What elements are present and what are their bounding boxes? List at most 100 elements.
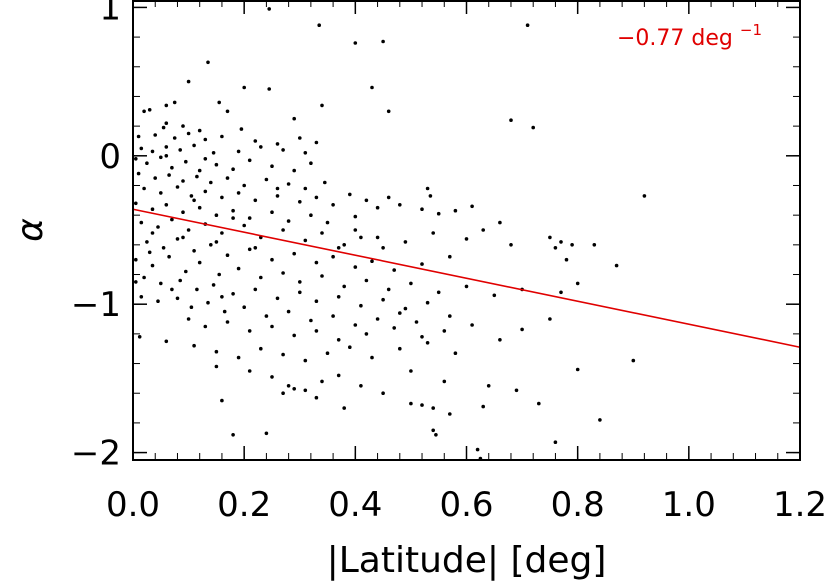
data-point <box>453 351 458 356</box>
data-point <box>172 100 177 105</box>
data-point <box>492 293 497 298</box>
data-point <box>225 253 230 257</box>
data-point <box>481 404 486 409</box>
data-point <box>153 133 157 137</box>
data-point <box>325 351 330 356</box>
data-point <box>314 195 319 200</box>
data-point <box>156 225 160 229</box>
data-point <box>231 216 235 220</box>
data-point <box>314 260 319 265</box>
data-point <box>150 263 155 268</box>
data-point <box>342 406 347 410</box>
data-point <box>364 278 369 283</box>
data-point <box>431 406 436 410</box>
data-point <box>425 186 430 191</box>
data-point <box>631 358 636 363</box>
data-point <box>192 249 196 253</box>
data-point <box>139 146 144 151</box>
data-point <box>525 23 530 28</box>
data-point <box>442 329 447 333</box>
data-point <box>353 214 358 219</box>
data-point <box>470 204 474 209</box>
data-point <box>247 329 252 333</box>
data-point <box>203 324 208 329</box>
data-point <box>431 428 436 433</box>
data-point <box>420 335 424 339</box>
data-point <box>209 180 213 185</box>
data-point <box>147 108 152 112</box>
data-point <box>431 231 436 235</box>
data-point <box>197 168 202 173</box>
data-point <box>225 109 230 114</box>
data-point <box>425 341 430 345</box>
data-point <box>470 323 474 327</box>
data-point <box>259 346 263 351</box>
data-point <box>342 243 347 247</box>
data-point <box>181 235 185 240</box>
data-point <box>225 320 230 324</box>
data-point <box>134 157 138 161</box>
data-point <box>481 228 486 232</box>
data-point <box>309 213 313 217</box>
data-point <box>275 194 280 198</box>
data-point <box>642 194 647 198</box>
data-point <box>359 303 363 308</box>
data-point <box>428 194 433 198</box>
data-point <box>314 299 319 304</box>
data-point <box>336 246 341 250</box>
data-point <box>242 85 246 90</box>
data-point <box>298 200 302 204</box>
data-point <box>353 41 358 45</box>
data-point <box>553 246 558 250</box>
data-point <box>253 246 258 250</box>
data-point <box>381 246 385 250</box>
data-point <box>206 300 210 305</box>
data-point <box>164 203 169 207</box>
data-point <box>475 447 480 452</box>
data-point <box>150 231 155 235</box>
data-point <box>164 154 169 158</box>
data-point <box>231 167 235 171</box>
data-point <box>614 263 619 268</box>
data-point <box>253 198 258 203</box>
data-point <box>292 116 297 121</box>
x-tick-label: 1.0 <box>662 485 716 525</box>
data-point <box>247 247 252 252</box>
data-point <box>498 220 502 225</box>
data-point <box>403 240 408 244</box>
data-point <box>178 278 182 283</box>
data-point <box>575 281 580 286</box>
slope-annotation-text: −0.77 deg <box>617 26 733 51</box>
data-point <box>220 195 224 200</box>
data-point <box>286 182 291 186</box>
data-point <box>164 145 169 149</box>
data-point <box>598 418 602 422</box>
x-tick-label: 0.8 <box>551 485 605 525</box>
data-point <box>214 364 219 369</box>
data-point <box>164 121 169 125</box>
data-point <box>386 195 391 200</box>
data-point <box>242 305 246 310</box>
data-point <box>436 211 441 216</box>
data-point <box>217 100 221 105</box>
data-point <box>486 384 491 388</box>
data-point <box>548 235 552 240</box>
data-point <box>392 326 397 330</box>
data-point <box>370 355 374 360</box>
data-point <box>270 257 274 262</box>
data-point <box>225 176 230 180</box>
data-point <box>292 387 297 391</box>
x-tick-label: 0.4 <box>328 485 382 525</box>
x-axis-title: |Latitude| [deg] <box>327 540 607 581</box>
data-point <box>381 39 385 44</box>
data-point <box>331 314 335 318</box>
data-point <box>181 210 185 214</box>
data-point <box>564 257 569 262</box>
data-point <box>214 162 219 167</box>
data-point <box>364 332 369 336</box>
data-point <box>139 220 144 225</box>
data-point <box>403 306 408 311</box>
data-point <box>592 243 597 247</box>
data-point <box>186 79 191 84</box>
data-point <box>178 148 182 152</box>
